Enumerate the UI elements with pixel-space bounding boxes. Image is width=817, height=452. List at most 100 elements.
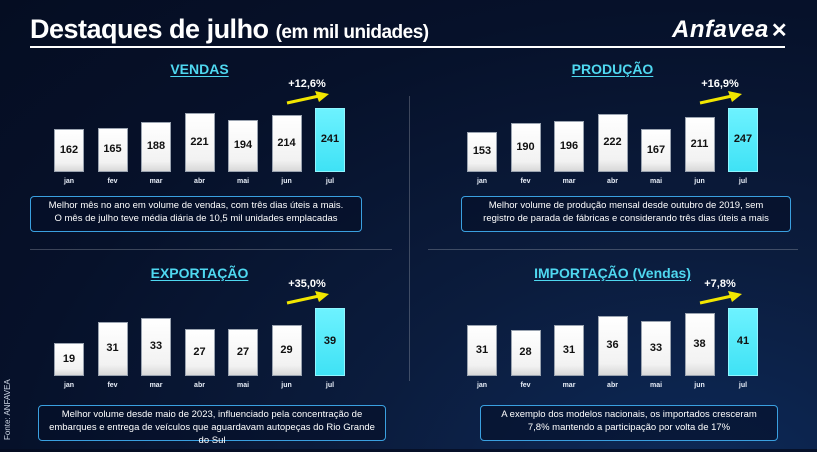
bar-value-importacao-mar: 31	[562, 343, 576, 356]
tick-label-importacao-abr: abr	[607, 382, 618, 389]
horizontal-divider-right	[428, 249, 798, 250]
bar-value-exportacao-mar: 33	[149, 340, 163, 352]
bar-value-importacao-jan: 31	[475, 343, 489, 356]
bar-exportacao-fev	[97, 322, 128, 376]
note-line-vendas-2: O mês de julho teve média diária de 10,5…	[54, 213, 338, 224]
chart-title-vendas: VENDAS	[170, 61, 229, 77]
bar-value-importacao-fev: 28	[519, 346, 532, 358]
page-title: Destaques de julho (em mil unidades)	[30, 14, 429, 45]
bar-producao-jun	[684, 117, 715, 172]
tick-label-producao-jun: jun	[694, 178, 705, 185]
tick-label-importacao-jul: jul	[738, 382, 748, 389]
chart-title-exportacao: EXPORTAÇÃO	[150, 265, 249, 281]
bar-vendas-abr	[184, 113, 215, 172]
bar-value-exportacao-jul: 39	[323, 335, 337, 347]
note-line-importacao-1: A exemplo dos modelos nacionais, os impo…	[501, 409, 757, 420]
note-box-importacao: A exemplo dos modelos nacionais, os impo…	[480, 405, 778, 441]
bar-importacao-jan	[467, 325, 497, 376]
bar-value-exportacao-fev: 31	[106, 342, 119, 354]
growth-arrow-icon-exportacao	[286, 291, 329, 305]
bar-value-vendas-jan: 162	[59, 143, 79, 156]
bar-value-vendas-mai: 194	[233, 139, 253, 151]
bar-value-producao-abr: 222	[603, 136, 622, 148]
chart-panel-exportacao: EXPORTAÇÃO 19 jan 31 fev 33 mar 27 abr 27 mai 29 jun…	[30, 262, 410, 452]
growth-label-producao: +16,9%	[701, 78, 739, 90]
tick-label-importacao-fev: fev	[520, 382, 531, 389]
bar-value-vendas-mar: 188	[146, 140, 166, 152]
tick-label-vendas-jan: jan	[63, 178, 75, 185]
bar-producao-jul	[728, 108, 758, 172]
bar-value-producao-mai: 167	[646, 143, 666, 156]
bar-value-vendas-fev: 165	[103, 143, 122, 155]
growth-arrow-icon-importacao	[699, 291, 742, 305]
source-label: Fonte: ANFAVEA	[3, 379, 12, 440]
tick-label-vendas-abr: abr	[194, 178, 205, 185]
bar-value-producao-jan: 153	[472, 145, 492, 157]
bar-producao-fev	[510, 123, 541, 172]
growth-label-exportacao: +35,0%	[288, 278, 326, 290]
tick-label-importacao-jun: jun	[694, 382, 705, 389]
note-line-vendas-1: Melhor mês no ano em volume de vendas, c…	[48, 200, 344, 211]
tick-label-producao-jul: jul	[738, 178, 748, 185]
note-line-exportacao-2: embarques e entrega de veículos que agua…	[49, 422, 375, 446]
bar-exportacao-jun	[271, 325, 302, 376]
chart-title-producao: PRODUÇÃO	[571, 61, 654, 77]
bar-vendas-jan	[54, 129, 84, 172]
bar-importacao-mar	[554, 325, 584, 376]
tick-label-exportacao-mai: mai	[236, 382, 250, 389]
tick-label-producao-abr: abr	[607, 178, 618, 185]
note-line-producao-2: registro de parada de fábricas e conside…	[483, 213, 769, 224]
bar-value-importacao-jun: 38	[693, 337, 706, 350]
bar-value-exportacao-abr: 27	[193, 345, 206, 358]
bar-exportacao-abr	[184, 329, 215, 376]
tick-label-exportacao-jun: jun	[281, 382, 292, 389]
tick-label-vendas-jul: jul	[325, 178, 335, 185]
bar-exportacao-mai	[228, 329, 258, 376]
chart-panel-importacao: IMPORTAÇÃO (Vendas) 31 jan 28 fev 31 mar 36 abr 3…	[428, 262, 808, 452]
bar-value-producao-fev: 190	[516, 140, 535, 153]
bar-exportacao-mar	[141, 318, 171, 376]
bar-vendas-mar	[141, 122, 171, 172]
bar-exportacao-jul	[315, 308, 345, 376]
note-box-exportacao: Melhor volume desde maio de 2023, influe…	[38, 405, 386, 446]
growth-arrow-icon-vendas	[286, 91, 329, 105]
bar-value-exportacao-mai: 27	[236, 345, 250, 358]
tick-label-exportacao-abr: abr	[194, 382, 205, 389]
page-subtitle: (em mil unidades)	[275, 22, 430, 43]
bar-vendas-fev	[97, 128, 128, 172]
note-box-vendas: Melhor mês no ano em volume de vendas, c…	[30, 196, 362, 232]
bar-value-exportacao-jan: 19	[62, 352, 76, 365]
chart-panel-producao: PRODUÇÃO 153 jan 190 fev 196 mar 222 abr 167 mai 21…	[428, 58, 808, 248]
bar-value-producao-jul: 247	[733, 133, 753, 145]
bar-value-importacao-abr: 36	[606, 339, 619, 351]
tick-label-producao-mai: mai	[649, 178, 663, 185]
bar-vendas-mai	[228, 120, 258, 172]
logo-mark-icon: ✕	[770, 20, 789, 42]
bar-vendas-jun	[271, 115, 302, 172]
vertical-divider	[409, 96, 410, 381]
bar-importacao-jun	[684, 313, 715, 376]
tick-label-vendas-mai: mai	[236, 178, 250, 185]
bar-producao-jan	[467, 132, 497, 172]
anfavea-logo: Anfavea ✕	[672, 16, 788, 44]
tick-label-exportacao-jan: jan	[63, 382, 75, 389]
tick-label-exportacao-jul: jul	[325, 382, 335, 389]
bar-value-vendas-abr: 221	[190, 135, 209, 148]
bar-producao-mar	[554, 121, 584, 172]
title-underline	[30, 46, 785, 48]
note-line-exportacao-1: Melhor volume desde maio de 2023, influe…	[61, 409, 363, 420]
bar-exportacao-jan	[54, 343, 84, 376]
growth-label-vendas: +12,6%	[288, 78, 326, 90]
growth-arrow-icon-producao	[699, 91, 742, 105]
chart-title-importacao: IMPORTAÇÃO (Vendas)	[534, 265, 691, 281]
tick-label-vendas-jun: jun	[281, 178, 292, 185]
note-box-producao: Melhor volume de produção mensal desde o…	[461, 196, 791, 232]
tick-label-producao-jan: jan	[476, 178, 488, 185]
bar-importacao-jul	[728, 308, 758, 376]
tick-label-importacao-jan: jan	[476, 382, 488, 389]
note-line-producao-1: Melhor volume de produção mensal desde o…	[488, 200, 764, 211]
tick-label-exportacao-mar: mar	[149, 382, 163, 389]
bar-value-importacao-jul: 41	[736, 335, 750, 347]
horizontal-divider-left	[30, 249, 392, 250]
bar-producao-mai	[641, 129, 671, 172]
